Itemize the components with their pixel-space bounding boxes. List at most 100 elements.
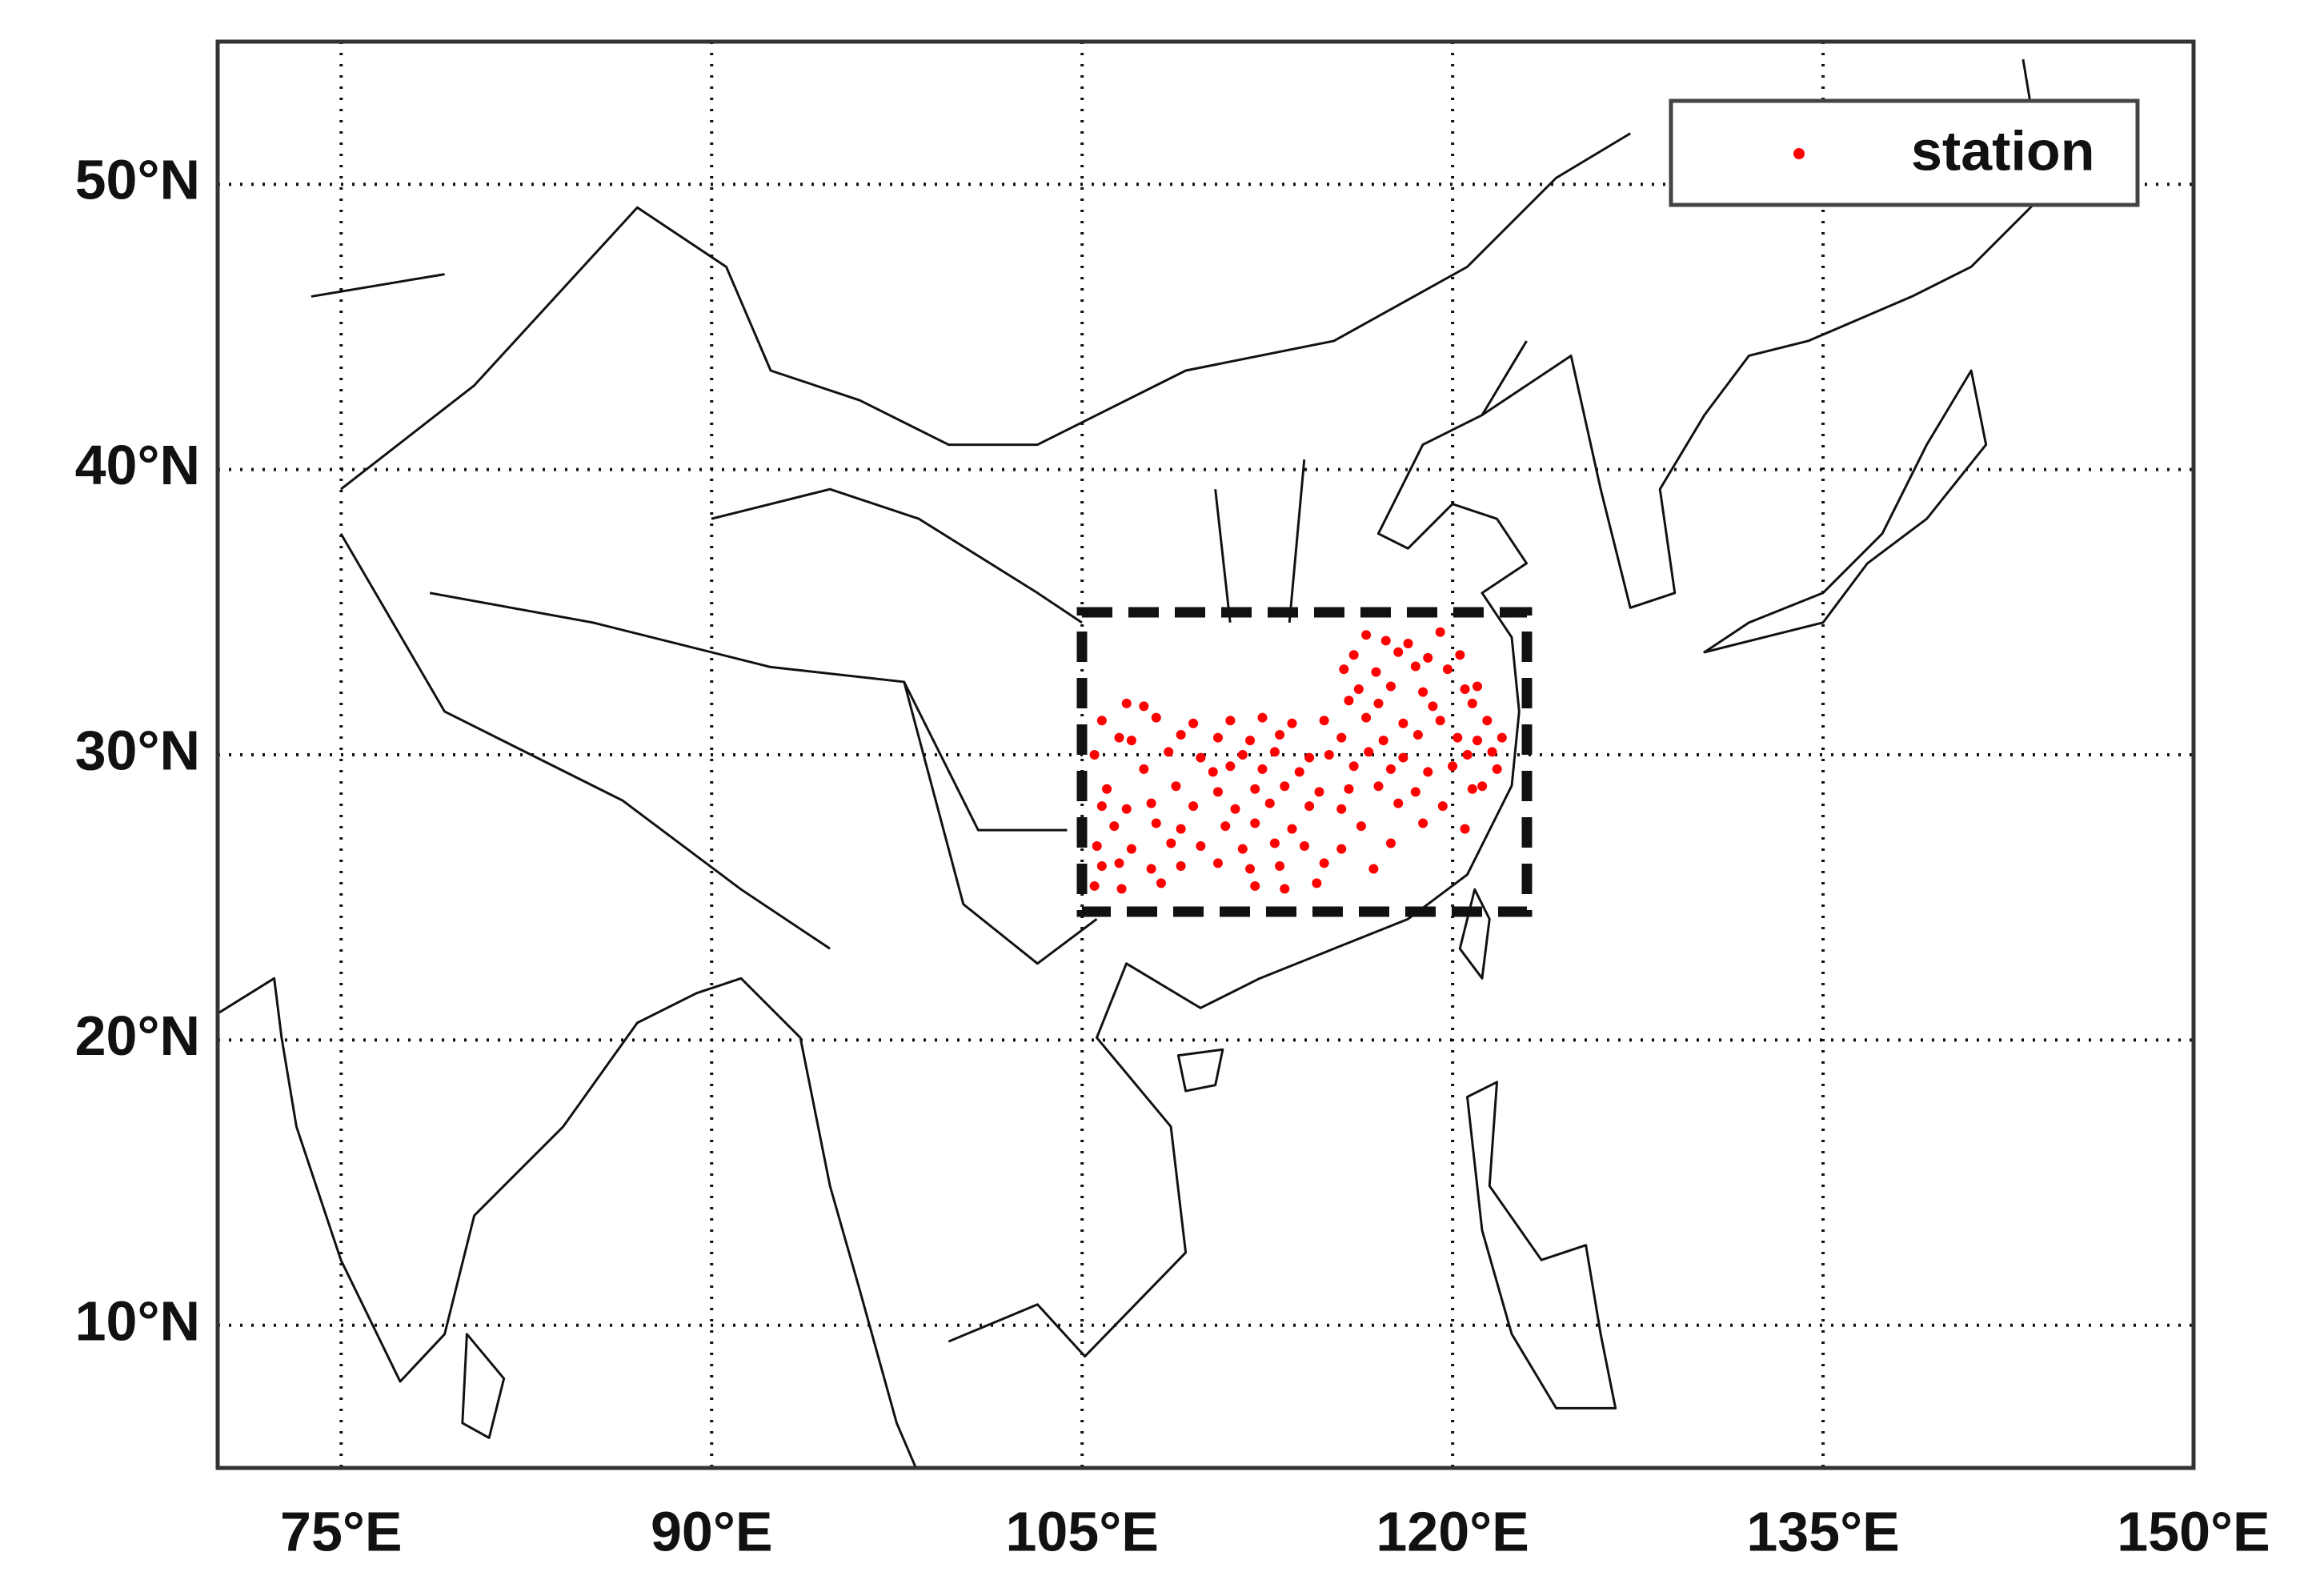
- station-point: [1304, 801, 1315, 812]
- station-point: [1250, 784, 1260, 794]
- station-point: [1398, 718, 1408, 728]
- station-point: [1176, 824, 1186, 834]
- station-point: [1116, 884, 1127, 894]
- station-point: [1089, 750, 1100, 760]
- station-point: [1287, 718, 1297, 728]
- station-point: [1188, 801, 1199, 812]
- station-point: [1264, 798, 1275, 808]
- station-point: [1348, 761, 1359, 772]
- taiwan: [1458, 888, 1491, 980]
- y-tick-label: 10°N: [75, 1289, 200, 1352]
- station-point: [1477, 781, 1488, 792]
- station-point: [1472, 681, 1482, 692]
- station-point: [1225, 716, 1236, 726]
- station-point: [1230, 804, 1240, 814]
- station-point: [1275, 730, 1285, 740]
- x-tick-label: 90°E: [651, 1500, 773, 1562]
- station-point: [1092, 841, 1102, 852]
- station-point: [1212, 858, 1223, 868]
- station-point: [1146, 864, 1156, 874]
- station-point: [1356, 821, 1366, 832]
- station-point: [1448, 761, 1458, 772]
- station-point: [1257, 764, 1268, 774]
- station-point: [1482, 716, 1493, 726]
- station-point: [1250, 880, 1260, 891]
- station-point: [1109, 821, 1120, 832]
- y-tick-label: 40°N: [75, 434, 200, 496]
- station-point: [1250, 818, 1260, 828]
- hainan: [1176, 1048, 1224, 1093]
- station-point: [1460, 684, 1470, 695]
- station-point: [1423, 652, 1433, 663]
- station-point: [1275, 860, 1285, 871]
- station-point: [1096, 716, 1107, 726]
- station-point: [1237, 844, 1248, 854]
- y-tick-label: 30°N: [75, 719, 200, 781]
- station-point: [1102, 784, 1112, 794]
- station-point: [1294, 767, 1304, 777]
- station-point: [1312, 878, 1322, 888]
- station-point: [1339, 664, 1349, 675]
- station-point: [1304, 752, 1315, 763]
- station-point: [1225, 761, 1236, 772]
- plot: 10°N 20°N 30°N 40°N 50°N 75°E 90°E 105°E 120°E 13…: [75, 42, 2270, 1562]
- y-tick-label: 50°N: [75, 149, 200, 211]
- station-point: [1151, 712, 1161, 723]
- station-point: [1393, 647, 1404, 657]
- station-point: [1398, 752, 1408, 763]
- station-point: [1164, 747, 1174, 757]
- x-tick-label: 135°E: [1746, 1500, 1899, 1562]
- station-point: [1418, 687, 1428, 697]
- station-point: [1171, 781, 1181, 792]
- station-point: [1418, 818, 1428, 828]
- station-point: [1212, 732, 1223, 743]
- station-point: [1487, 747, 1497, 757]
- station-point: [1237, 750, 1248, 760]
- station-point: [1462, 750, 1473, 760]
- coastlines: [218, 58, 2047, 1468]
- station-point: [1455, 650, 1465, 660]
- station-point: [1344, 696, 1354, 706]
- station-point: [1435, 627, 1445, 637]
- station-point: [1287, 824, 1297, 834]
- station-point: [1403, 639, 1413, 649]
- basemap: [218, 58, 2047, 1468]
- station-point: [1336, 844, 1347, 854]
- station-point: [1121, 698, 1132, 708]
- station-point: [1319, 858, 1329, 868]
- station-point: [1373, 781, 1384, 792]
- x-tick-label: 75°E: [280, 1500, 403, 1562]
- x-tick-label: 105°E: [1005, 1500, 1158, 1562]
- station-point: [1385, 681, 1396, 692]
- station-point: [1151, 818, 1161, 828]
- station-point: [1371, 667, 1381, 677]
- station-point: [1472, 736, 1482, 746]
- station-point: [1257, 712, 1268, 723]
- station-point: [1437, 801, 1448, 812]
- station-point: [1269, 838, 1280, 848]
- station-point: [1208, 767, 1218, 777]
- coastline: [218, 58, 2047, 1468]
- station-point: [1442, 664, 1452, 675]
- station-point: [1280, 884, 1290, 894]
- station-point: [1467, 784, 1477, 794]
- station-point: [1348, 650, 1359, 660]
- station-point: [1146, 798, 1156, 808]
- station-point: [1361, 712, 1372, 723]
- station-point: [1452, 732, 1463, 743]
- station-point: [1126, 844, 1136, 854]
- station-point: [1245, 736, 1256, 746]
- station-point: [1344, 784, 1354, 794]
- x-tick-label: 150°E: [2117, 1500, 2270, 1562]
- station-point: [1269, 747, 1280, 757]
- station-point: [1156, 878, 1166, 888]
- station-point: [1393, 798, 1404, 808]
- y-tick-label: 20°N: [75, 1005, 200, 1067]
- station-point: [1497, 732, 1507, 743]
- station-point: [1353, 684, 1364, 695]
- legend-label: station: [1911, 119, 2094, 182]
- station-point: [1299, 841, 1309, 852]
- station-point: [1412, 730, 1423, 740]
- station-point: [1126, 736, 1136, 746]
